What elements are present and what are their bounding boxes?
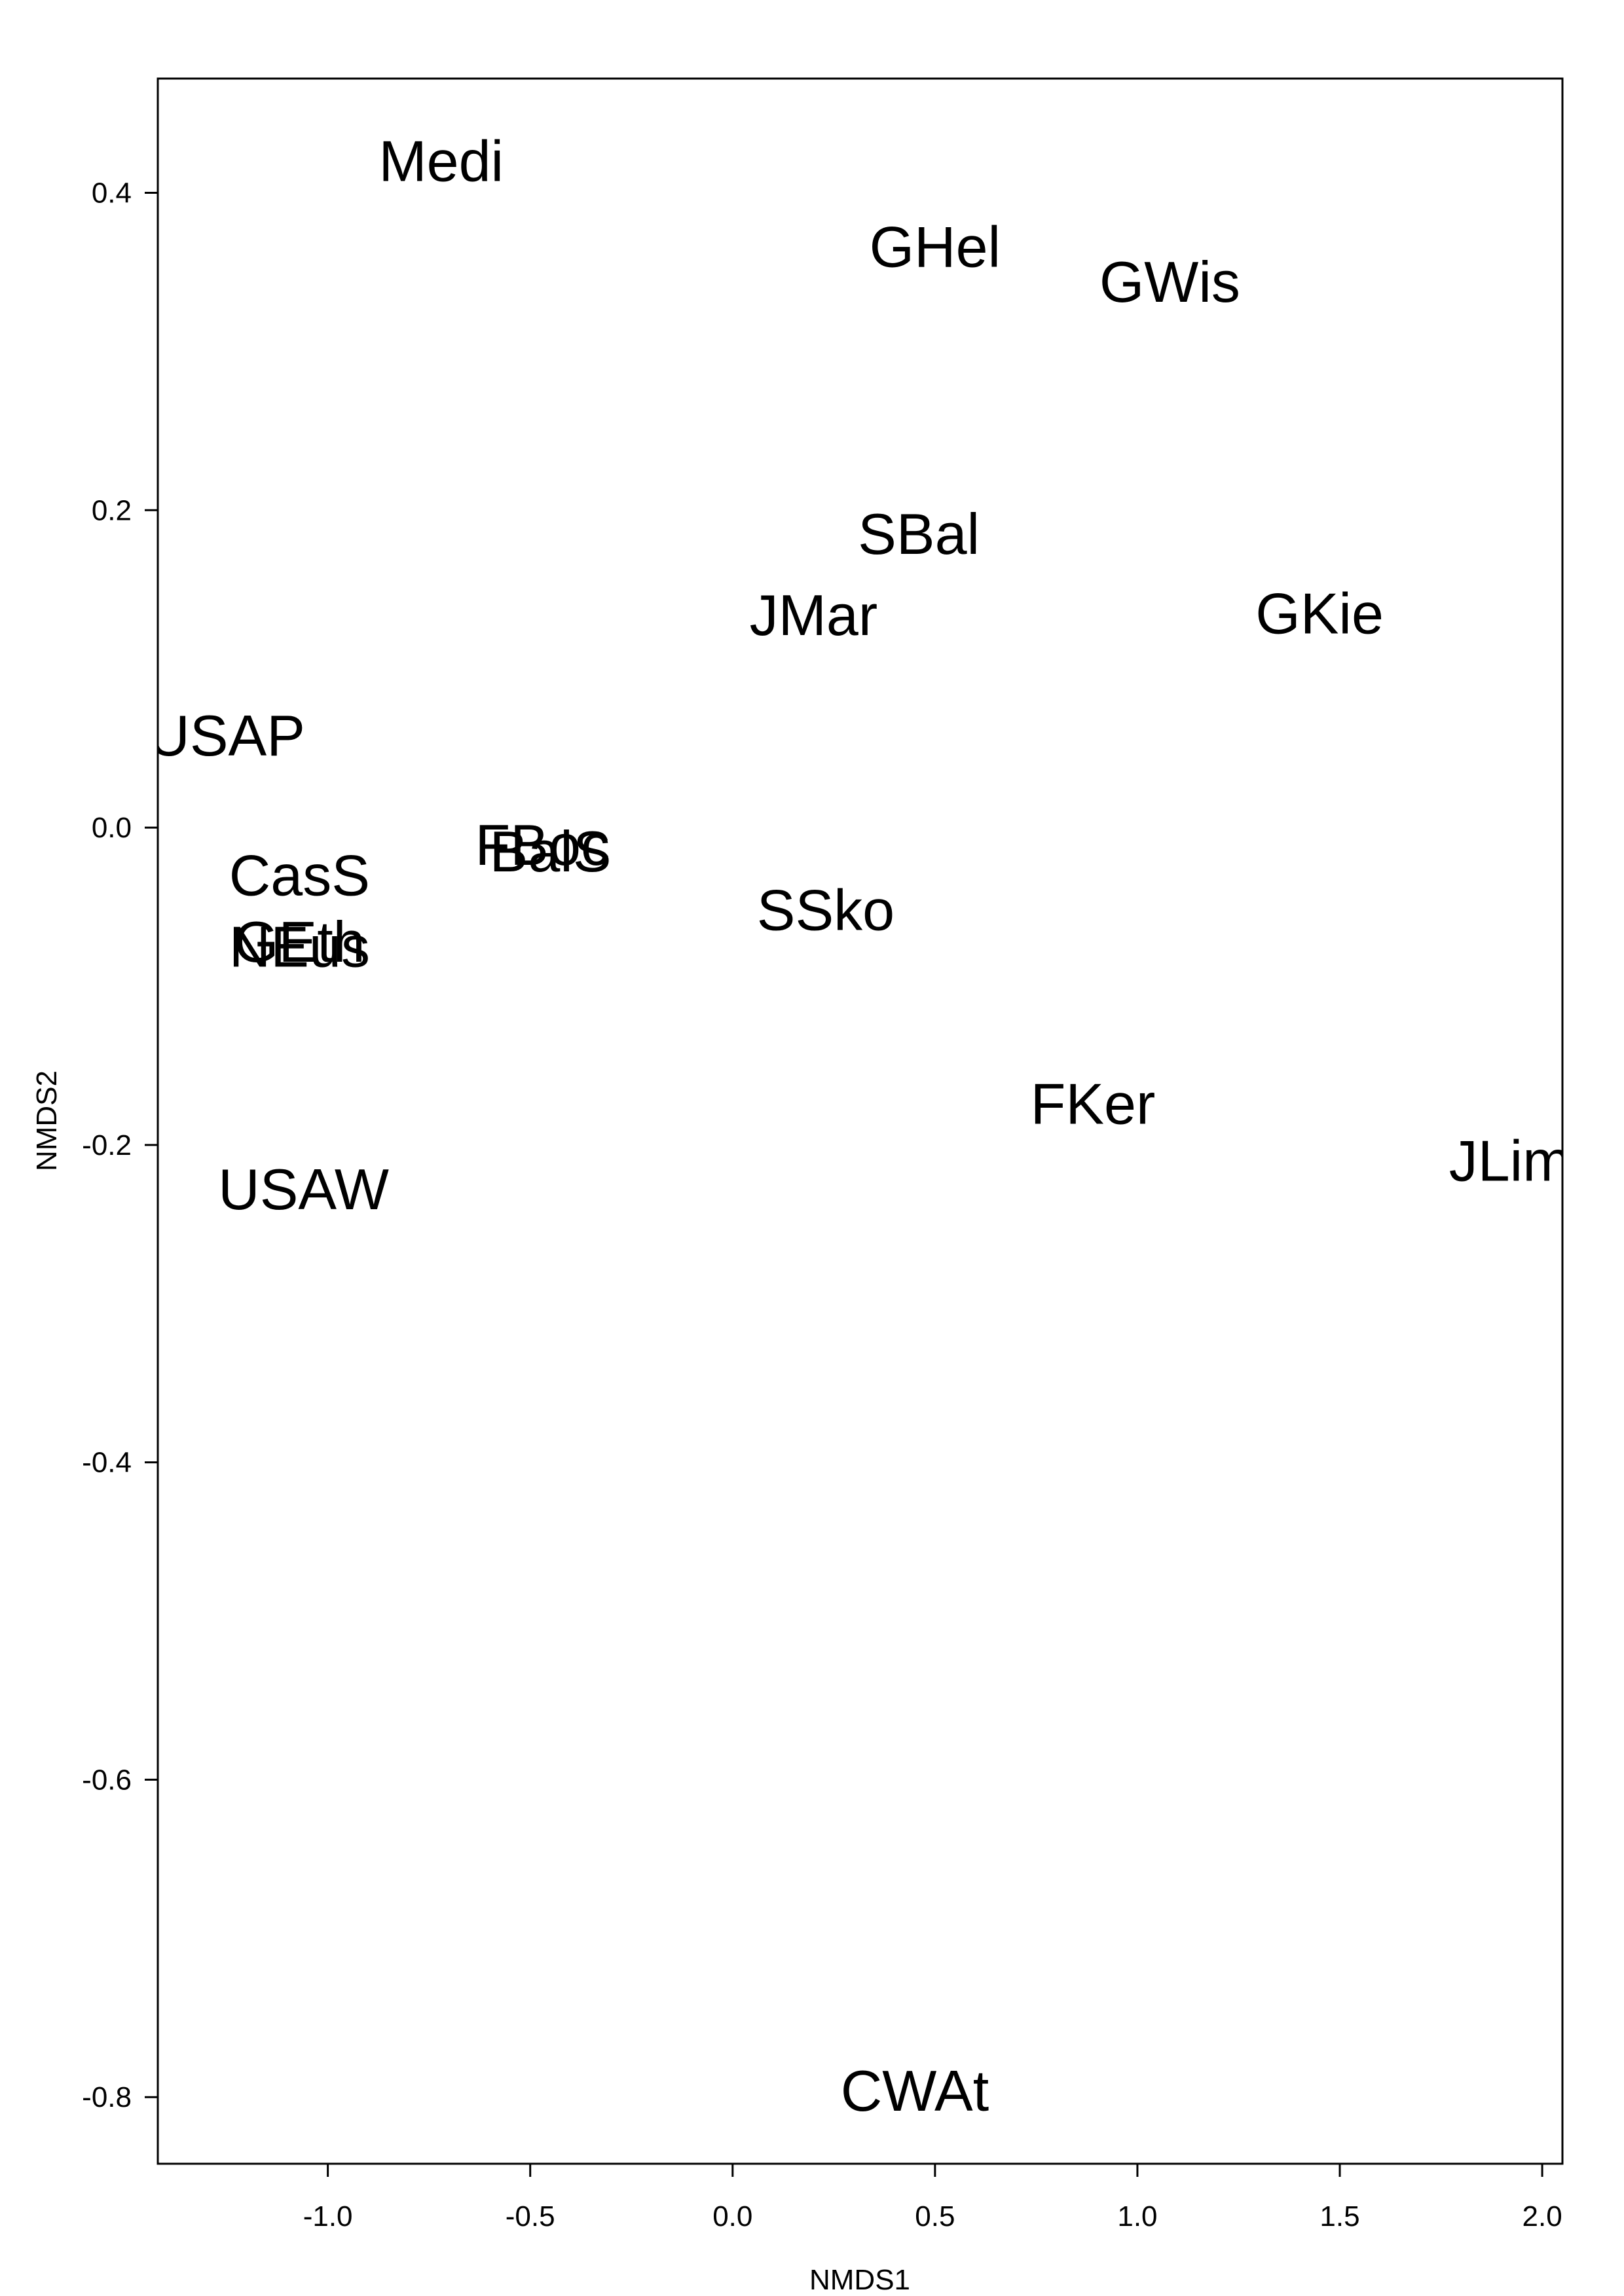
point-label-usap: USAP	[148, 703, 305, 768]
x-axis: -1.0 -0.5 0.0 0.5 1.0 1.5 2.0	[303, 2164, 1562, 2232]
plot-frame	[157, 77, 1564, 2165]
x-axis-title: NMDS1	[809, 2264, 910, 2296]
x-tick-label: -0.5	[506, 2200, 555, 2232]
point-label-sbal: SBal	[858, 501, 980, 566]
point-label-geth: GEth	[234, 909, 365, 974]
y-axis-title: NMDS2	[31, 1070, 63, 1171]
y-axis: 0.4 0.2 0.0 -0.2 -0.4 -0.6 -0.8	[82, 177, 158, 2113]
x-tick-label: 0.5	[915, 2200, 955, 2232]
point-label-gkie: GKie	[1255, 581, 1384, 646]
point-label-usaw: USAW	[218, 1157, 389, 1222]
x-tick-label: 2.0	[1522, 2200, 1562, 2232]
point-label-fker: FKer	[1031, 1071, 1156, 1136]
x-tick-label: 1.0	[1117, 2200, 1157, 2232]
y-tick-label: -0.8	[82, 2081, 132, 2113]
y-tick-label: -0.4	[82, 1447, 132, 1479]
point-label-cwat: CWAt	[841, 2058, 989, 2123]
point-label-jlim: JLim	[1449, 1129, 1571, 1194]
point-label-bals: BalS	[490, 819, 612, 884]
x-tick-label: 1.5	[1320, 2200, 1359, 2232]
point-label-jmar: JMar	[750, 583, 878, 647]
x-tick-label: 0.0	[712, 2200, 752, 2232]
point-label-fboc: FBoc	[475, 812, 610, 877]
point-label-gwis: GWis	[1099, 249, 1240, 314]
y-tick-label: -0.2	[82, 1129, 132, 1161]
x-tick-label: -1.0	[303, 2200, 353, 2232]
point-label-cass: CasS	[229, 843, 370, 907]
y-tick-label: -0.6	[82, 1764, 132, 1796]
y-tick-label: 0.2	[92, 494, 132, 526]
point-label-ssko: SSko	[757, 878, 895, 943]
y-tick-label: 0.4	[92, 177, 132, 210]
point-label-medi: Medi	[378, 129, 504, 194]
point-label-neus: NEus	[229, 914, 370, 979]
y-tick-label: 0.0	[92, 812, 132, 844]
point-label-ghel: GHel	[870, 214, 1001, 279]
